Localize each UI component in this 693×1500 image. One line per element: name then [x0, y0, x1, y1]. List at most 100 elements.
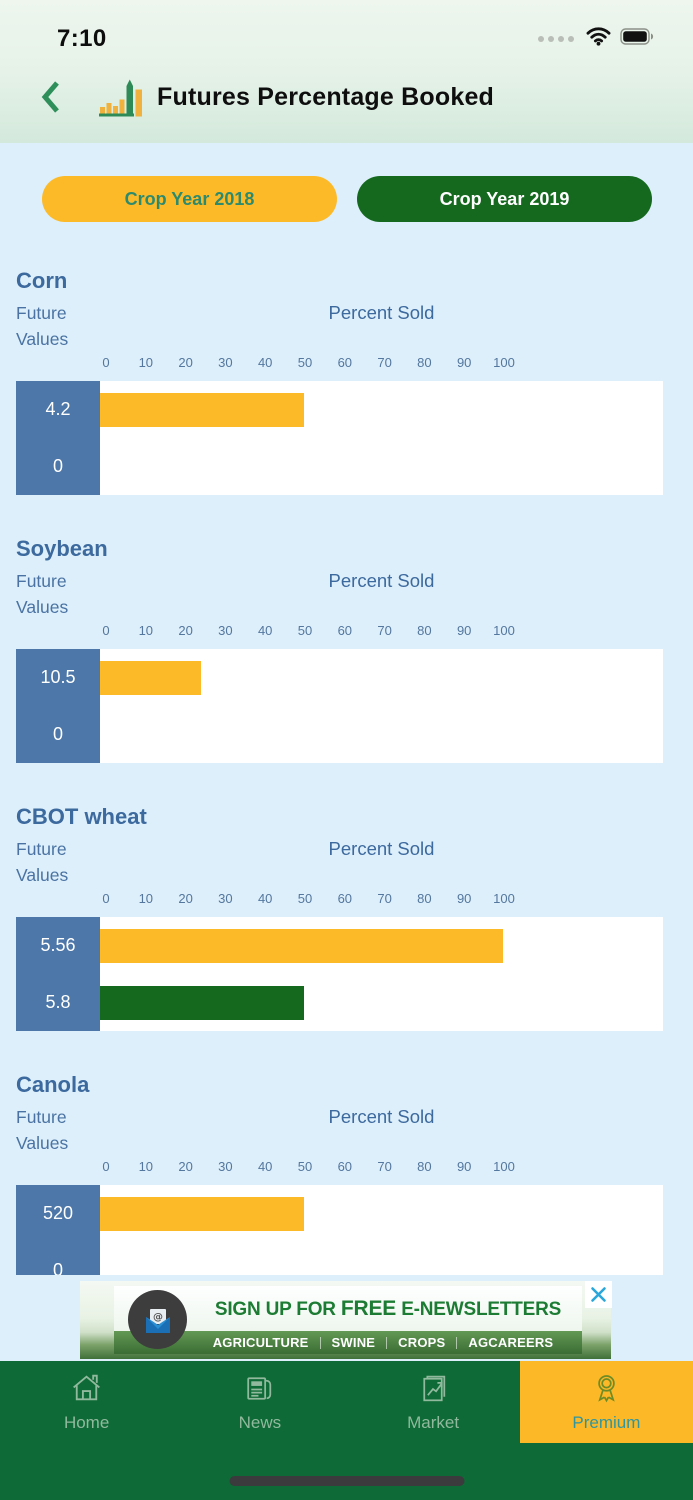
- plot-area: [100, 381, 663, 495]
- ad-close-button[interactable]: [585, 1281, 612, 1308]
- axis-tick-label: 20: [178, 891, 193, 906]
- axis-tick-label: 100: [493, 891, 515, 906]
- battery-icon: [620, 28, 655, 50]
- crop-title: Canola: [16, 1072, 90, 1097]
- plot-area: [100, 1185, 663, 1275]
- axis-tick-label: 40: [257, 623, 273, 638]
- bar-slot: [100, 1242, 663, 1275]
- axis-tick-label: 50: [297, 355, 313, 370]
- axis-tick-label: 10: [138, 1159, 154, 1174]
- future-value: 0: [52, 724, 63, 744]
- crop-year-2018-button[interactable]: Crop Year 2018: [42, 176, 337, 222]
- crop-chart-section: Corn Future Values Percent Sold 0 10 20 30 4…: [16, 268, 663, 495]
- axis-tick-label: 90: [456, 355, 472, 370]
- axis-tick-label: 30: [218, 891, 233, 906]
- home-icon: [68, 1370, 105, 1407]
- tab-label: Market: [407, 1413, 460, 1432]
- axis-ticks: 0 10 20 30 40 50 60 70 80 90 100: [100, 352, 663, 372]
- crop-year-2019-button[interactable]: Crop Year 2019: [357, 176, 652, 222]
- ad-banner: SIGN UP FOR FREE E-NEWSLETTERS AGRICULTU…: [80, 1281, 612, 1359]
- axis-tick-label: 100: [493, 623, 515, 638]
- future-value: 520: [42, 1203, 74, 1223]
- crop-chart-section: Soybean Future Values Percent Sold 0 10 20…: [16, 536, 663, 763]
- future-values-label: Future Values: [16, 571, 69, 617]
- bar-chart-icon: [98, 76, 144, 118]
- tab-home[interactable]: Home: [0, 1361, 173, 1443]
- axis-tick-label: 20: [178, 623, 193, 638]
- axis-tick-label: 0: [102, 623, 110, 638]
- bar-slot: [100, 917, 663, 974]
- axis-tick-label: 60: [337, 623, 353, 638]
- bar-slot: [100, 438, 663, 495]
- axis-tick-label: 10: [138, 355, 154, 370]
- axis-tick-label: 30: [218, 1159, 233, 1174]
- future-values-label: Future Values: [16, 839, 69, 885]
- axis-tick-label: 80: [417, 623, 432, 638]
- svg-text:@: @: [153, 1312, 163, 1323]
- plot-area: [100, 917, 663, 1031]
- percent-sold-label: Percent Sold: [328, 1106, 435, 1127]
- crop-chart-section: Canola Future Values Percent Sold 0 10 20 3…: [16, 1072, 663, 1275]
- crop-title: Soybean: [16, 536, 108, 561]
- status-bar: 7:10: [0, 0, 693, 58]
- axis-tick-label: 90: [456, 1159, 472, 1174]
- crop-title: CBOT wheat: [16, 804, 147, 829]
- wifi-icon: [586, 27, 611, 51]
- home-indicator[interactable]: [229, 1476, 464, 1486]
- ad-category: SWINE: [331, 1335, 376, 1350]
- axis-tick-label: 90: [456, 891, 472, 906]
- axis-tick-label: 20: [178, 355, 193, 370]
- axis-tick-label: 50: [297, 1159, 313, 1174]
- tab-label: Premium: [572, 1413, 641, 1432]
- bar-slot: [100, 381, 663, 438]
- percent-sold-label: Percent Sold: [328, 838, 435, 859]
- ad-creative[interactable]: SIGN UP FOR FREE E-NEWSLETTERS AGRICULTU…: [80, 1281, 611, 1359]
- content-area: Crop Year 2018 Crop Year 2019 Corn Futur…: [0, 143, 693, 1500]
- page-title: Futures Percentage Booked: [157, 82, 495, 111]
- back-button[interactable]: [40, 79, 61, 115]
- news-icon: [241, 1370, 278, 1407]
- chart-row: 10.5 0: [16, 649, 663, 763]
- future-value-box: 520 0: [16, 1185, 100, 1275]
- axis-tick-label: 70: [377, 355, 392, 370]
- tab-news[interactable]: News: [173, 1361, 346, 1443]
- newsletter-envelope-icon: @: [128, 1290, 187, 1349]
- market-icon: [415, 1370, 452, 1407]
- status-icons: [538, 27, 655, 51]
- future-value: 5.56: [40, 935, 76, 955]
- axis-ticks: 0 10 20 30 40 50 60 70 80 90 100: [100, 620, 663, 640]
- tab-label: Home: [63, 1413, 110, 1432]
- axis-ticks: 0 10 20 30 40 50 60 70 80 90 100: [100, 888, 663, 908]
- bar-slot: [100, 974, 663, 1031]
- axis-tick-label: 10: [138, 623, 154, 638]
- bar-slot: [100, 649, 663, 706]
- future-values-label: Future Values: [16, 1107, 69, 1153]
- axis-tick-label: 70: [377, 891, 392, 906]
- future-value: 10.5: [40, 667, 76, 687]
- future-value: 5.8: [45, 992, 71, 1012]
- chart-row: 520 0: [16, 1185, 663, 1275]
- tab-market[interactable]: Market: [347, 1361, 520, 1443]
- axis-tick-label: 40: [257, 355, 273, 370]
- axis-tick-label: 30: [218, 623, 233, 638]
- percent-sold-bar: [100, 1196, 304, 1231]
- axis-tick-label: 70: [377, 623, 392, 638]
- bar-slot: [100, 706, 663, 763]
- future-value: 4.2: [45, 399, 71, 419]
- axis-tick-label: 0: [102, 1159, 110, 1174]
- axis-tick-label: 80: [417, 891, 432, 906]
- tab-bar: Home News Market Premium: [0, 1361, 693, 1500]
- tab-label: News: [238, 1413, 282, 1432]
- axis-tick-label: 60: [337, 891, 353, 906]
- top-bar: 7:10: [0, 0, 693, 143]
- percent-sold-bar: [100, 392, 304, 427]
- future-value-box: 4.2 0: [16, 381, 100, 495]
- bar-slot: [100, 1185, 663, 1242]
- cellular-signal-icon: [538, 36, 574, 42]
- page-header: Futures Percentage Booked: [0, 58, 693, 136]
- ad-category: AGCAREERS: [468, 1335, 554, 1350]
- axis-tick-label: 80: [417, 355, 432, 370]
- percent-sold-label: Percent Sold: [328, 570, 435, 591]
- tab-premium[interactable]: Premium: [519, 1361, 693, 1443]
